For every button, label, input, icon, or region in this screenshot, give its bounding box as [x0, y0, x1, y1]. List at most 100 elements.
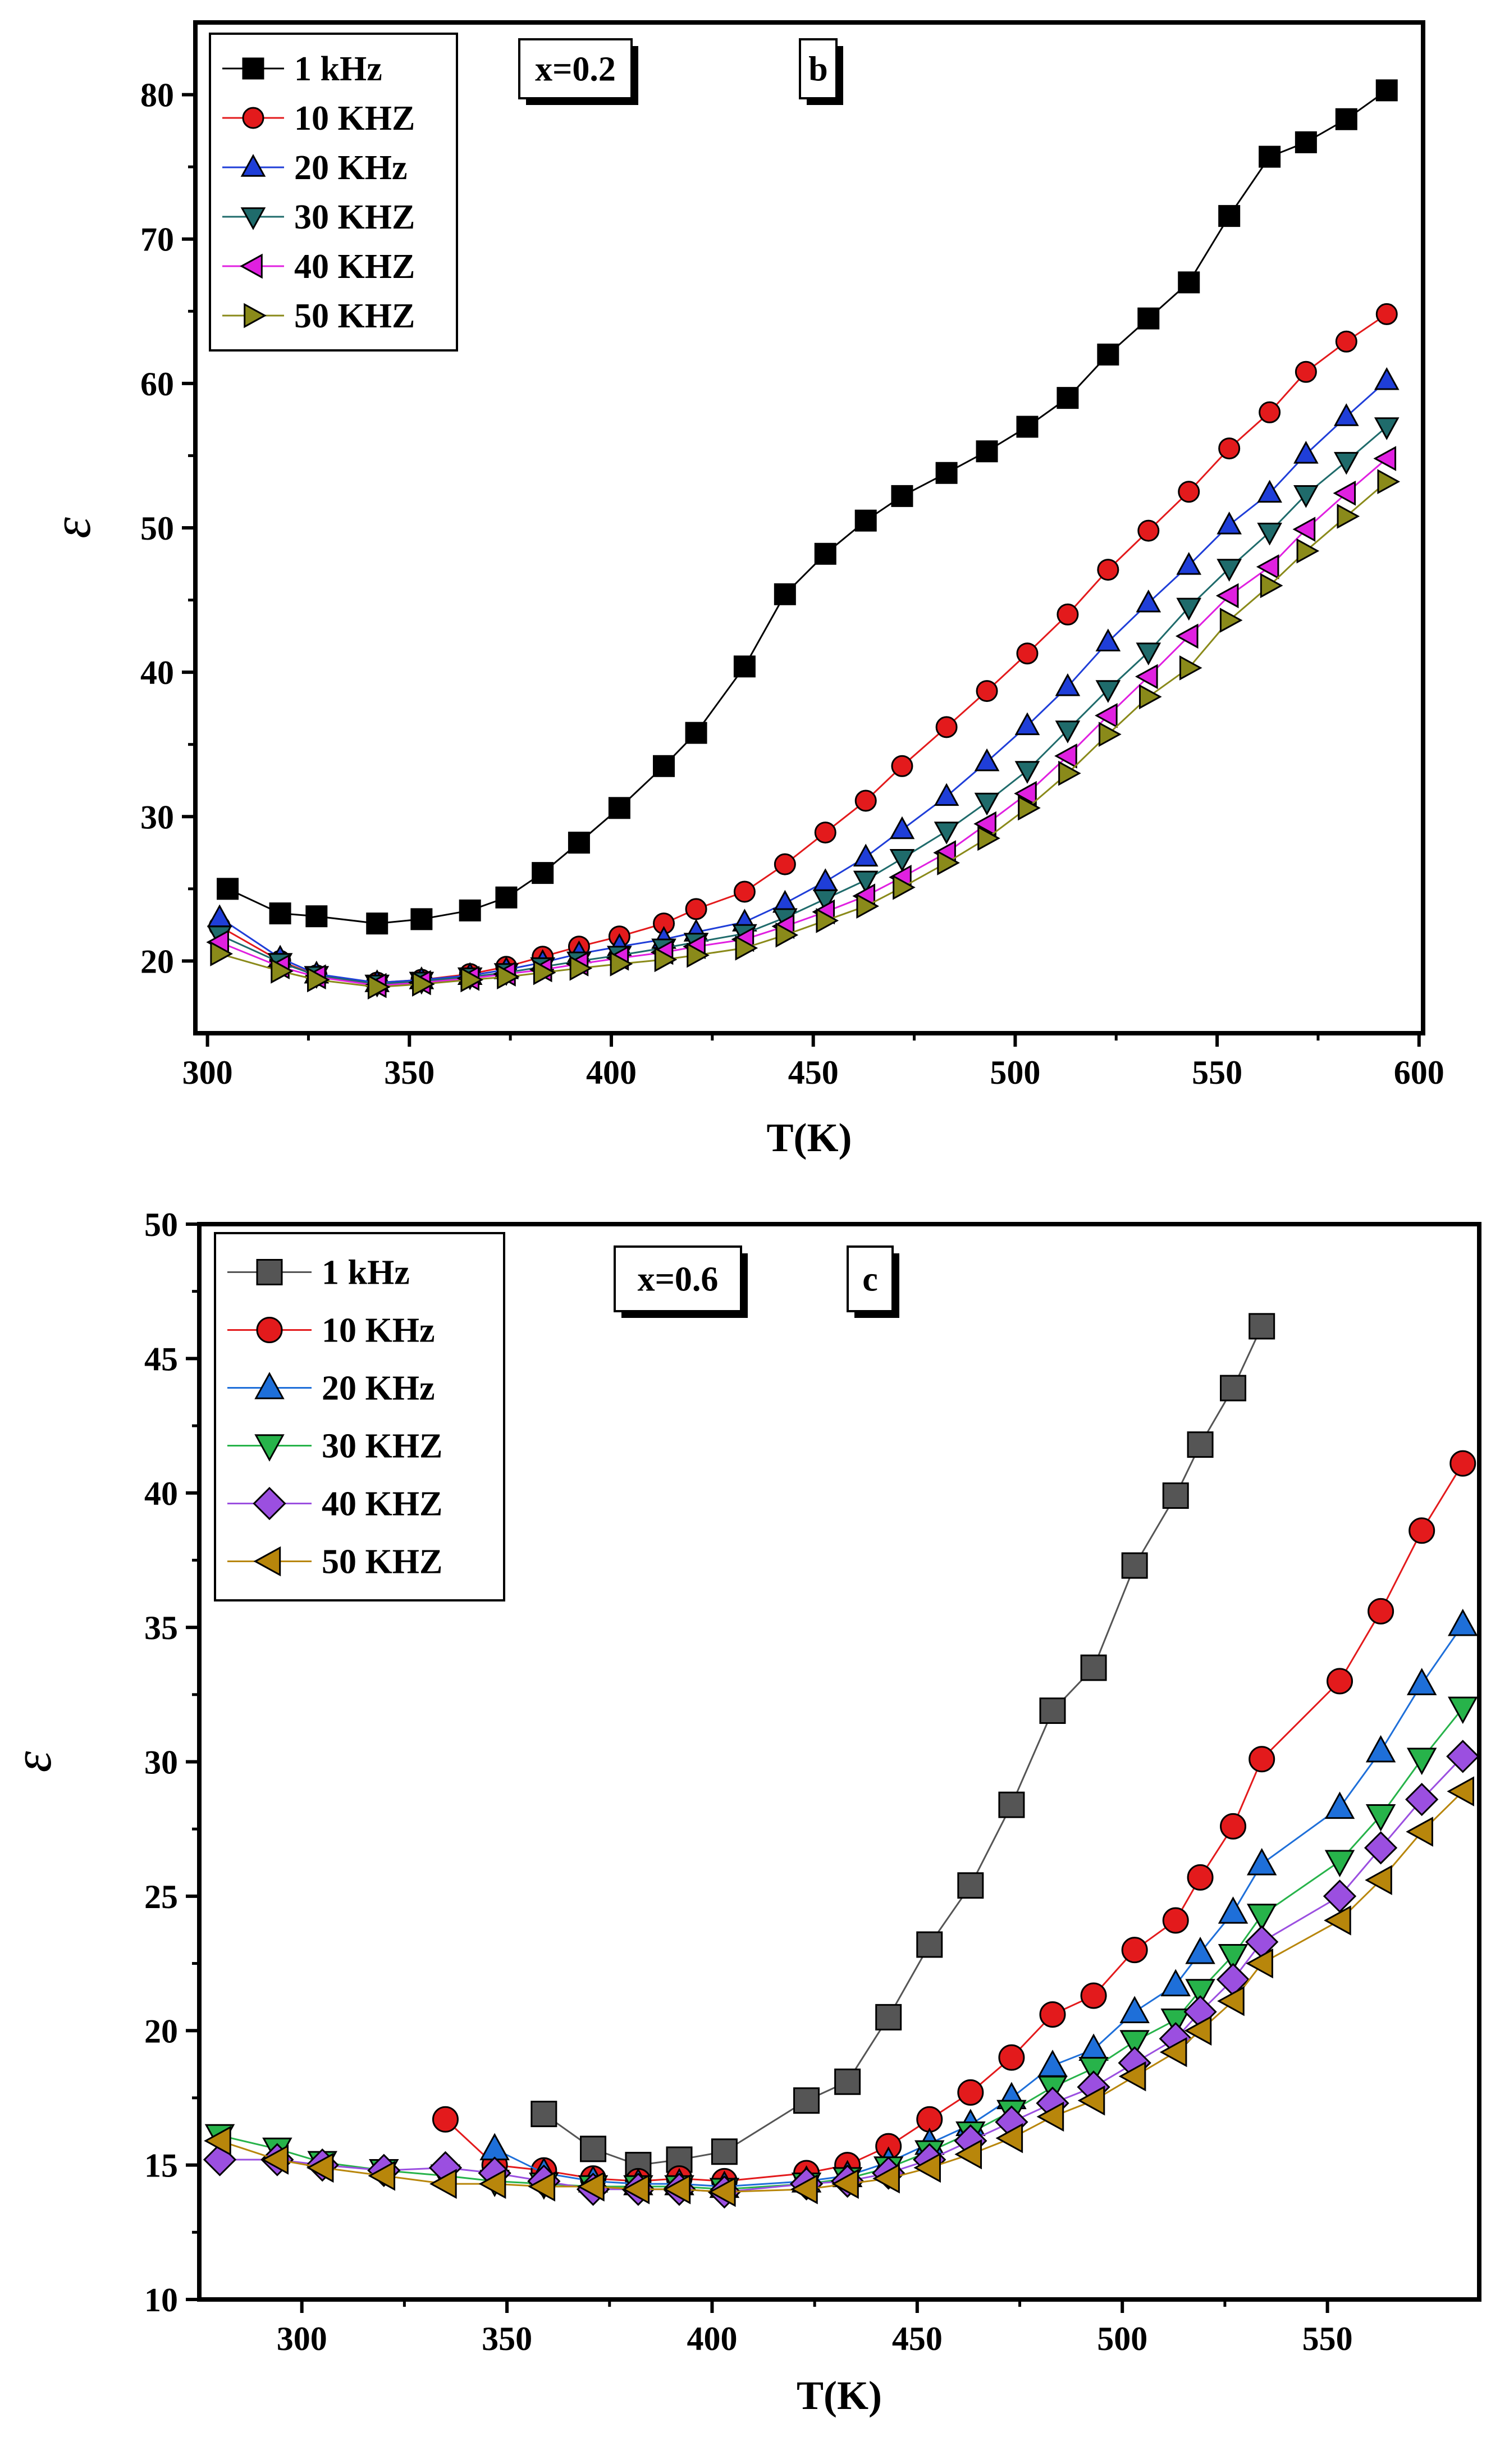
data-point	[1335, 330, 1357, 353]
data-point	[1187, 1864, 1214, 1891]
data-point	[954, 2139, 982, 2170]
data-point	[1257, 522, 1282, 546]
data-point	[653, 755, 675, 777]
data-point	[1178, 271, 1200, 294]
data-point	[1246, 1948, 1273, 1979]
data-point	[1220, 1375, 1247, 1402]
data-point	[774, 583, 796, 605]
data-point	[957, 1872, 984, 1899]
series-line	[219, 313, 1388, 984]
data-point	[1137, 307, 1160, 330]
chart-panel-c: 300 350 400 450 500 550 10 15 20 25 30 35 40 45 50 T(K)…	[2, 1206, 1481, 2418]
y-tick-label: 40	[140, 654, 174, 691]
data-point	[460, 967, 484, 993]
legend-label: 1 kHz	[322, 1254, 410, 1292]
data-point	[459, 899, 481, 921]
chart-panel-b: 300 350 400 450 500 550 600 20 30 40 50 60 70 80 T(K) ε…	[42, 20, 1444, 1160]
data-point	[1365, 1735, 1396, 1763]
data-point	[934, 783, 959, 806]
data-point	[1257, 480, 1282, 503]
y-tick-label: 30	[140, 798, 174, 836]
y-tick-label: 10	[144, 2282, 178, 2319]
data-point	[1324, 1905, 1351, 1936]
data-point	[497, 964, 520, 990]
data-point	[1218, 205, 1241, 227]
legend-marker	[240, 253, 263, 279]
data-point	[1260, 573, 1283, 599]
data-point	[735, 935, 758, 961]
data-point	[495, 886, 518, 909]
data-point	[957, 2079, 984, 2106]
data-point	[410, 908, 433, 930]
data-point	[1095, 680, 1121, 703]
data-point	[1176, 552, 1202, 575]
data-point	[711, 2138, 738, 2165]
data-point	[854, 790, 877, 812]
legend-marker	[254, 1434, 285, 1462]
series-line	[219, 458, 1388, 987]
data-point	[1220, 1813, 1247, 1840]
y-tick-label: 40	[144, 1475, 178, 1512]
legend-label: 50 KHZ	[322, 1543, 442, 1581]
data-point	[1016, 642, 1039, 665]
data-point	[1187, 1431, 1214, 1458]
data-point	[271, 959, 294, 984]
data-point	[685, 722, 707, 744]
series-50-khz	[210, 469, 1401, 1000]
x-tick-label: 300	[277, 2320, 327, 2357]
data-point	[1377, 469, 1401, 495]
data-point	[1324, 1850, 1355, 1878]
data-point	[1446, 1740, 1480, 1773]
y-axis-label: ε	[2, 1751, 62, 1772]
data-point	[793, 2087, 820, 2114]
data-point	[935, 716, 958, 738]
y-tick-label: 20	[144, 2013, 178, 2050]
data-point	[1364, 1831, 1398, 1865]
composition-annotation-box	[614, 1245, 742, 1312]
x-tick-label: 400	[586, 1054, 637, 1091]
legend-label: 20 KHz	[322, 1370, 435, 1408]
data-point	[1119, 2030, 1150, 2057]
data-point	[1080, 1982, 1107, 2009]
data-point	[974, 792, 1000, 816]
legend-marker	[242, 57, 264, 80]
data-point	[528, 2171, 556, 2202]
composition-annotation: x=0.2	[535, 51, 616, 89]
x-tick-label: 600	[1394, 1054, 1444, 1091]
legend-label: 20 KHz	[294, 149, 407, 187]
data-point	[790, 2174, 818, 2205]
data-point	[889, 816, 915, 839]
data-point	[1365, 1865, 1392, 1895]
data-point	[307, 967, 330, 993]
panel-label: c	[862, 1261, 878, 1299]
data-point	[1080, 1654, 1107, 1681]
composition-annotation: x=0.6	[638, 1261, 719, 1299]
data-point	[916, 1931, 943, 1958]
data-point	[913, 2152, 941, 2183]
data-point	[1217, 559, 1242, 582]
data-point	[1121, 1552, 1148, 1579]
series-line	[219, 426, 1388, 985]
x-tick-label: 500	[1097, 2320, 1147, 2357]
legend-box	[214, 1232, 505, 1601]
data-point	[1016, 416, 1039, 438]
data-point	[1293, 485, 1319, 508]
data-point	[1218, 1896, 1249, 1924]
y-tick-label: 15	[144, 2147, 178, 2184]
data-point	[533, 960, 556, 985]
data-point	[814, 542, 836, 565]
panel-label-box	[799, 38, 838, 99]
y-tick-label: 60	[140, 366, 174, 403]
legend-marker	[244, 303, 267, 328]
data-point	[577, 2171, 605, 2202]
data-point	[812, 889, 838, 912]
data-point	[1055, 720, 1081, 743]
data-point	[1176, 597, 1202, 621]
data-point	[1259, 145, 1281, 168]
legend-label: 10 KHz	[322, 1312, 435, 1350]
data-point	[569, 955, 593, 981]
data-point	[1137, 519, 1160, 542]
data-point	[1014, 781, 1037, 806]
data-point	[995, 2123, 1023, 2153]
data-point	[1333, 451, 1359, 475]
